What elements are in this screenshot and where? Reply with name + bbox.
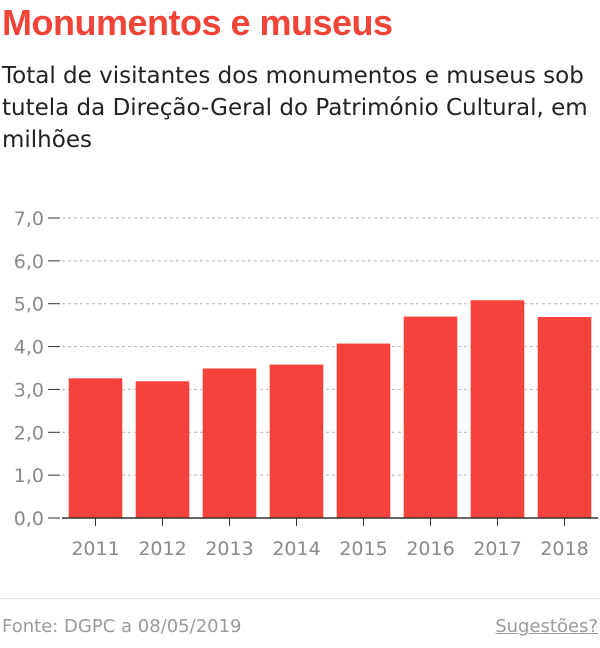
bar-2013 (202, 368, 257, 518)
footer-divider (0, 598, 600, 599)
x-tick-label: 2018 (540, 538, 588, 560)
y-tick-label: 4,0 (14, 337, 44, 359)
chart-title: Monumentos e museus (2, 2, 393, 43)
x-tick-label: 2015 (339, 538, 387, 560)
suggestions-link[interactable]: Sugestões? (495, 616, 598, 637)
y-tick-label: 2,0 (14, 422, 44, 444)
y-tick-label: 7,0 (14, 208, 44, 230)
chart-subtitle: Total de visitantes dos monumentos e mus… (2, 63, 588, 153)
x-tick-label: 2014 (272, 538, 320, 560)
bar-2012 (135, 381, 190, 518)
bar-2017 (470, 300, 525, 518)
y-tick-label: 5,0 (14, 294, 44, 316)
x-tick-label: 2013 (205, 538, 253, 560)
source-note: Fonte: DGPC a 08/05/2019 (2, 616, 242, 637)
y-tick-label: 0,0 (14, 508, 44, 530)
bar-2018 (537, 317, 592, 518)
x-tick-label: 2011 (71, 538, 119, 560)
y-tick-label: 6,0 (14, 251, 44, 273)
x-tick-label: 2016 (406, 538, 454, 560)
bar-2016 (403, 316, 458, 518)
bar-2014 (269, 364, 324, 518)
x-tick-label: 2017 (473, 538, 521, 560)
bar-2015 (336, 343, 391, 518)
y-tick-label: 1,0 (14, 465, 44, 487)
axes: 0,0 1,0 2,0 3,0 4,0 5,0 6,0 7,0 2011 2012 2013 2014… (14, 208, 598, 560)
bars (68, 300, 592, 518)
x-tick-label: 2012 (138, 538, 186, 560)
bar-2011 (68, 378, 123, 518)
y-tick-label: 3,0 (14, 379, 44, 401)
bar-chart: 0,0 1,0 2,0 3,0 4,0 5,0 6,0 7,0 2011 2012 2013 2014… (14, 208, 598, 560)
